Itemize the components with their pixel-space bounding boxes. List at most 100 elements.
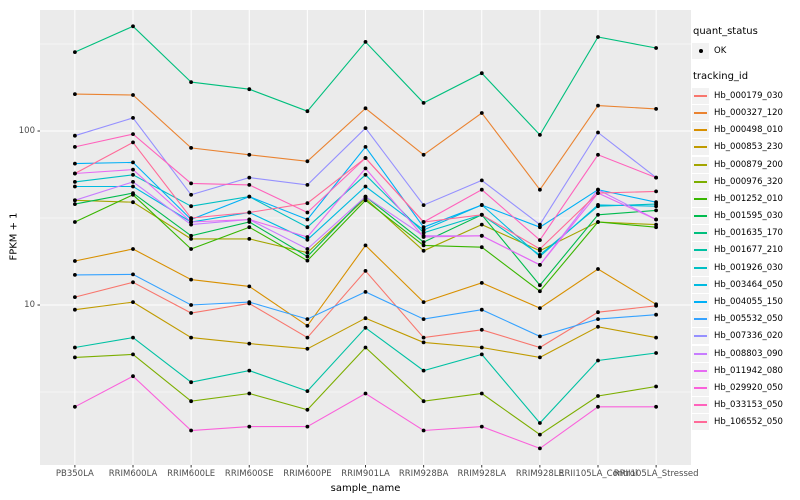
- legend-label: Hb_029920_050: [714, 382, 783, 393]
- data-point: [131, 191, 135, 196]
- data-point: [538, 355, 542, 360]
- data-point: [247, 194, 252, 199]
- data-point: [247, 300, 252, 304]
- data-point: [363, 290, 368, 294]
- data-point: [538, 187, 542, 192]
- data-point: [479, 327, 484, 332]
- line-swatch-icon: [694, 180, 707, 183]
- data-point: [305, 258, 310, 263]
- legend-key-swatch: [692, 276, 709, 293]
- data-point: [421, 399, 426, 404]
- data-point: [189, 303, 194, 307]
- legend-label: Hb_000327_120: [714, 107, 783, 118]
- data-point: [305, 201, 310, 206]
- line-swatch-icon: [694, 94, 707, 97]
- data-point: [189, 277, 194, 282]
- data-point: [73, 145, 77, 149]
- data-point: [479, 111, 484, 115]
- legend-item-Hb_000179_030: Hb_000179_030: [692, 87, 800, 104]
- legend-item-Hb_000879_200: Hb_000879_200: [692, 156, 800, 173]
- legend-label: Hb_001595_030: [714, 211, 783, 222]
- data-point: [131, 24, 135, 29]
- data-point: [479, 178, 484, 183]
- data-point: [363, 269, 368, 273]
- data-point: [538, 238, 542, 243]
- x-tick-label-RRIM928LE: RRIM928LE: [515, 469, 564, 479]
- legend-item-Hb_011942_080: Hb_011942_080: [692, 362, 800, 379]
- legend-label: Hb_005532_050: [714, 314, 783, 325]
- legend-item-Hb_106552_050: Hb_106552_050: [692, 414, 800, 431]
- data-point: [596, 212, 600, 217]
- x-tick-label-RRIM928LA: RRIM928LA: [457, 469, 507, 479]
- data-point: [305, 407, 310, 412]
- data-point: [131, 200, 135, 205]
- data-point: [479, 281, 484, 285]
- data-point: [247, 87, 252, 92]
- legend-item-Hb_029920_050: Hb_029920_050: [692, 379, 800, 396]
- data-point: [247, 183, 252, 187]
- x-tick-label-RRIM600LE: RRIM600LE: [167, 469, 216, 479]
- data-point: [189, 428, 194, 433]
- data-point: [305, 250, 310, 255]
- legend-key-swatch: [692, 362, 709, 379]
- data-point: [131, 300, 135, 304]
- line-swatch-icon: [694, 335, 707, 338]
- legend-key-swatch: [692, 190, 709, 207]
- legend-label: Hb_106552_050: [714, 417, 783, 428]
- line-swatch-icon: [694, 129, 707, 132]
- data-point: [654, 404, 658, 409]
- data-point: [73, 180, 77, 184]
- data-point: [596, 220, 600, 224]
- line-swatch-icon: [694, 111, 707, 114]
- legend-label: Hb_000853_230: [714, 142, 783, 153]
- line-swatch-icon: [694, 301, 707, 304]
- data-point: [247, 225, 252, 230]
- line-swatch-icon: [694, 266, 707, 269]
- data-point: [538, 421, 542, 425]
- data-point: [421, 203, 426, 208]
- data-point: [654, 217, 658, 222]
- data-point: [131, 132, 135, 137]
- data-point: [421, 317, 426, 321]
- data-point: [73, 295, 77, 299]
- data-points: [73, 24, 658, 451]
- data-point: [305, 217, 310, 222]
- data-point: [73, 355, 77, 360]
- data-point: [596, 130, 600, 135]
- data-point: [73, 184, 77, 189]
- line-swatch-icon: [694, 249, 707, 252]
- legend-label: Hb_000976_320: [714, 176, 783, 187]
- legend-item-Hb_000498_010: Hb_000498_010: [692, 122, 800, 139]
- data-point: [189, 380, 194, 385]
- data-point: [305, 247, 310, 251]
- line-swatch-icon: [694, 146, 707, 149]
- legend-label: Hb_001635_170: [714, 228, 783, 239]
- x-tick-label-RRIM600PE: RRIM600PE: [283, 469, 332, 479]
- legend-label: Hb_033153_050: [714, 400, 783, 411]
- legend-label: Hb_000179_030: [714, 90, 783, 101]
- data-point: [654, 222, 658, 227]
- data-point: [131, 140, 135, 145]
- legend-key-swatch: [692, 208, 709, 225]
- legend-label: Hb_011942_080: [714, 365, 783, 376]
- data-point: [131, 180, 135, 184]
- line-swatch-icon: [694, 215, 707, 218]
- data-point: [247, 237, 252, 241]
- data-point: [654, 204, 658, 209]
- data-point: [421, 428, 426, 433]
- data-point: [596, 317, 600, 321]
- data-point: [247, 152, 252, 157]
- y-axis-title: FPKM + 1: [8, 212, 20, 261]
- data-point: [189, 216, 194, 221]
- data-point: [247, 368, 252, 373]
- data-point: [596, 404, 600, 409]
- data-point: [73, 345, 77, 350]
- data-point: [305, 389, 310, 393]
- data-point: [538, 306, 542, 310]
- data-point: [596, 310, 600, 315]
- data-point: [654, 335, 658, 340]
- data-point: [247, 210, 252, 215]
- line-swatch-icon: [694, 369, 707, 372]
